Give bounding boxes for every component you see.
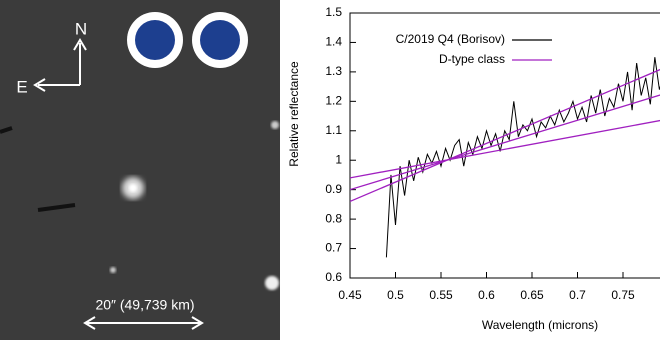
y-tick-label: 0.7 — [325, 241, 342, 255]
y-tick-label: 1 — [335, 152, 342, 166]
series-line — [350, 119, 660, 179]
y-tick-label: 0.9 — [325, 182, 342, 196]
x-tick-label: 0.75 — [611, 288, 635, 302]
series-line — [350, 68, 660, 203]
plot-frame — [349, 12, 660, 279]
legend-label: C/2019 Q4 (Borisov) — [396, 32, 505, 46]
east-label: E — [16, 77, 27, 96]
x-axis-label: Wavelength (microns) — [482, 318, 598, 332]
sky-image: N E 20″ (49,739 km) — [0, 0, 280, 340]
y-tick-label: 0.8 — [325, 211, 342, 225]
y-tick-label: 1.1 — [325, 123, 342, 137]
x-tick-label: 0.65 — [520, 288, 544, 302]
series-line — [385, 57, 660, 258]
x-tick-label: 0.6 — [478, 288, 495, 302]
series-line — [350, 94, 660, 191]
legend-label: D-type class — [439, 52, 505, 66]
y-tick-label: 1.3 — [325, 64, 342, 78]
plot-area — [350, 57, 660, 258]
y-tick-label: 1.4 — [325, 35, 342, 49]
x-tick-label: 0.55 — [429, 288, 453, 302]
scale-label: 20″ (49,739 km) — [95, 297, 194, 313]
y-tick-label: 1.2 — [325, 94, 342, 108]
y-tick-label: 1.5 — [325, 5, 342, 19]
x-tick-label: 0.7 — [569, 288, 586, 302]
y-axis-label: Relative reflectance — [287, 61, 301, 167]
x-tick-label: 0.5 — [387, 288, 404, 302]
north-label: N — [75, 19, 87, 38]
y-tick-label: 0.6 — [325, 270, 342, 284]
x-tick-label: 0.45 — [338, 288, 362, 302]
